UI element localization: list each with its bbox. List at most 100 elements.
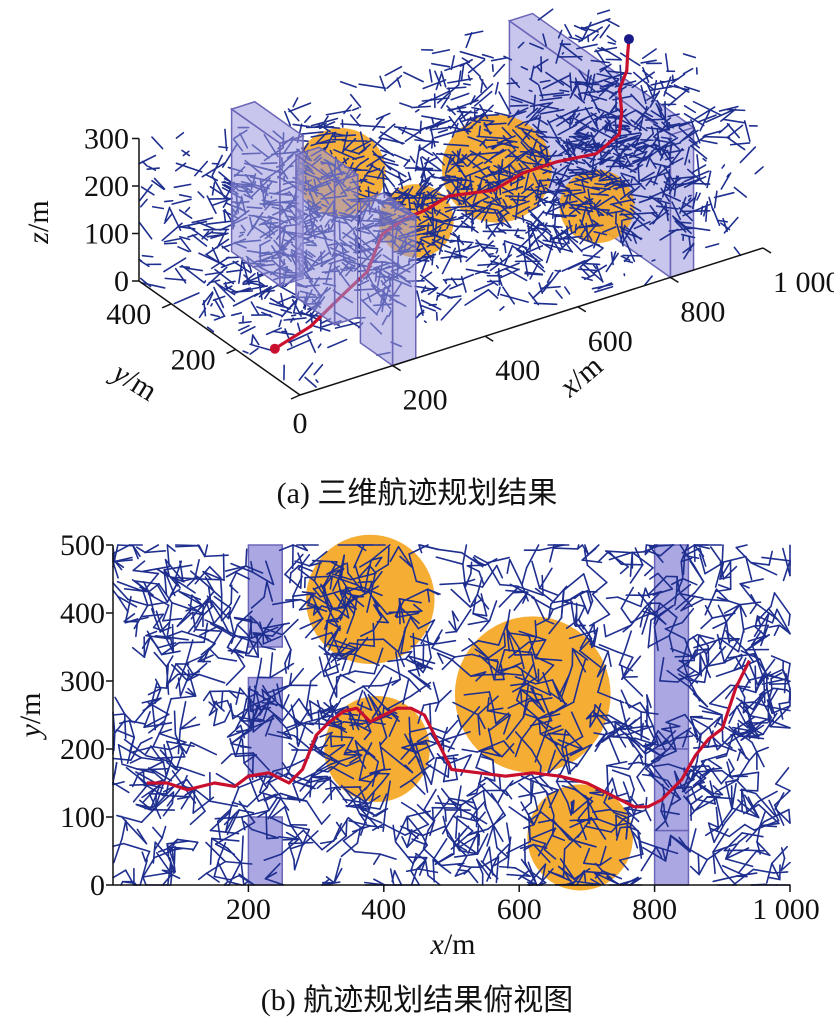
tree-edge bbox=[532, 94, 536, 114]
tree-edge bbox=[347, 605, 355, 615]
tree-edge bbox=[594, 285, 614, 293]
tree-edge bbox=[495, 249, 499, 254]
tree-edge bbox=[132, 569, 160, 575]
tree-edge bbox=[759, 811, 766, 827]
tree-edge bbox=[659, 228, 679, 241]
tree-edge bbox=[159, 621, 170, 633]
tree-edge bbox=[579, 593, 589, 615]
tree-edge bbox=[300, 131, 324, 135]
tree-edge bbox=[656, 104, 663, 118]
tree-edge bbox=[165, 636, 189, 641]
tree-edge bbox=[238, 324, 250, 332]
tree-edge bbox=[145, 754, 158, 760]
tree-edge bbox=[597, 207, 614, 218]
tree-edge bbox=[518, 782, 536, 798]
tree-edge bbox=[479, 169, 488, 178]
tree-edge bbox=[245, 565, 264, 574]
tree-edge bbox=[264, 713, 275, 737]
tree-edge bbox=[192, 786, 211, 802]
tree-edge bbox=[633, 738, 644, 747]
tree-edge bbox=[767, 876, 781, 881]
tree-edge bbox=[723, 603, 741, 614]
tree-edge bbox=[324, 699, 342, 726]
tree-edge bbox=[697, 853, 700, 876]
tree-edge bbox=[680, 560, 684, 580]
tree-edge bbox=[410, 779, 426, 795]
tree-edge bbox=[441, 247, 457, 275]
tree-edge bbox=[568, 36, 583, 42]
tree-edge bbox=[724, 848, 731, 860]
tree-edge bbox=[444, 206, 460, 213]
tree-edge bbox=[234, 754, 258, 758]
tree-edge bbox=[312, 587, 322, 598]
tree-edge bbox=[773, 789, 791, 806]
tree-edge bbox=[638, 196, 654, 204]
tree-edge bbox=[251, 626, 279, 639]
tree-edge bbox=[735, 546, 752, 564]
tree-edge bbox=[561, 867, 574, 886]
tree-edge bbox=[688, 679, 701, 702]
wall-obstacle-face bbox=[229, 100, 305, 145]
tree-edge bbox=[780, 861, 791, 872]
tree-edge bbox=[554, 214, 557, 227]
tree-edge bbox=[450, 55, 455, 71]
tree-edge bbox=[114, 762, 118, 775]
tree-edge bbox=[682, 577, 698, 586]
tree-edge bbox=[316, 699, 324, 720]
tree-edge bbox=[281, 698, 300, 722]
tree-edge bbox=[477, 184, 482, 189]
tree-edge bbox=[619, 225, 632, 242]
tree-edge bbox=[517, 41, 525, 49]
tree-edge bbox=[197, 191, 205, 199]
tree-edge bbox=[290, 314, 297, 317]
tree-edge bbox=[132, 783, 149, 803]
tree-edge bbox=[549, 234, 553, 243]
tree-edge bbox=[421, 97, 450, 102]
tree-edge bbox=[422, 215, 442, 222]
tree-edge bbox=[671, 74, 675, 84]
tree-edge bbox=[584, 106, 599, 130]
tree-edge bbox=[225, 665, 246, 686]
tree-edge bbox=[505, 822, 511, 845]
tree-edge bbox=[333, 132, 337, 141]
tree-edge bbox=[735, 544, 748, 549]
tree-edge bbox=[508, 558, 523, 586]
tree-edge bbox=[565, 235, 583, 239]
tree-edge bbox=[530, 651, 538, 679]
tree-edge bbox=[224, 808, 232, 833]
tree-edge bbox=[153, 837, 163, 851]
tree-edge bbox=[655, 820, 667, 832]
tree-edge bbox=[579, 222, 599, 245]
tree-edge bbox=[532, 172, 540, 187]
tree-edge bbox=[739, 582, 758, 606]
tree-edge bbox=[551, 739, 567, 749]
tree-edge bbox=[575, 112, 581, 119]
tree-edge bbox=[653, 625, 659, 652]
tree-edge bbox=[182, 774, 188, 787]
tree-edge bbox=[343, 753, 363, 756]
tree-edge bbox=[205, 238, 230, 256]
tree-edge bbox=[787, 613, 791, 627]
tree-edge bbox=[497, 273, 503, 287]
tree-edge bbox=[475, 242, 496, 247]
tree-edge bbox=[772, 687, 788, 691]
tree-edge bbox=[112, 838, 123, 864]
tree-edge bbox=[572, 674, 582, 703]
tree-edge bbox=[292, 575, 303, 597]
tree-edge bbox=[605, 18, 620, 28]
tree-edge bbox=[659, 657, 665, 682]
tree-edge bbox=[335, 670, 356, 678]
tree-edge bbox=[686, 649, 697, 668]
tree-edge bbox=[185, 691, 197, 697]
tree-edge bbox=[612, 204, 633, 215]
tree-edge bbox=[128, 719, 146, 725]
tree-edge bbox=[415, 168, 442, 172]
tree-edge bbox=[235, 687, 241, 705]
tree-edge bbox=[210, 313, 220, 318]
tree-edge bbox=[780, 857, 786, 872]
tree-edge bbox=[194, 565, 211, 585]
tree-edge bbox=[356, 639, 359, 651]
tree-edge bbox=[447, 87, 451, 96]
tree-edge bbox=[476, 825, 480, 855]
tree-edge bbox=[486, 709, 511, 716]
